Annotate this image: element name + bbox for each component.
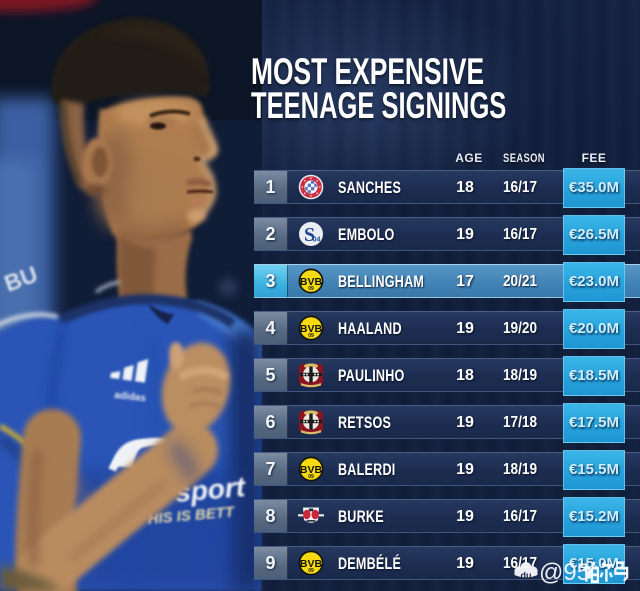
svg-text:adidas: adidas: [114, 390, 147, 404]
svg-text:BVB: BVB: [300, 276, 323, 288]
svg-text:04: 04: [313, 237, 321, 244]
svg-text:BVB: BVB: [300, 464, 323, 476]
svg-text:du: du: [521, 571, 532, 581]
svg-text:BVB: BVB: [300, 558, 323, 570]
svg-text:09: 09: [308, 333, 314, 339]
svg-text:@95: @95: [539, 559, 590, 586]
svg-text:S: S: [304, 224, 315, 246]
svg-text:BVB: BVB: [300, 323, 323, 335]
svg-text:09: 09: [308, 568, 314, 574]
svg-text:09: 09: [308, 286, 314, 292]
svg-text:09: 09: [308, 474, 314, 480]
